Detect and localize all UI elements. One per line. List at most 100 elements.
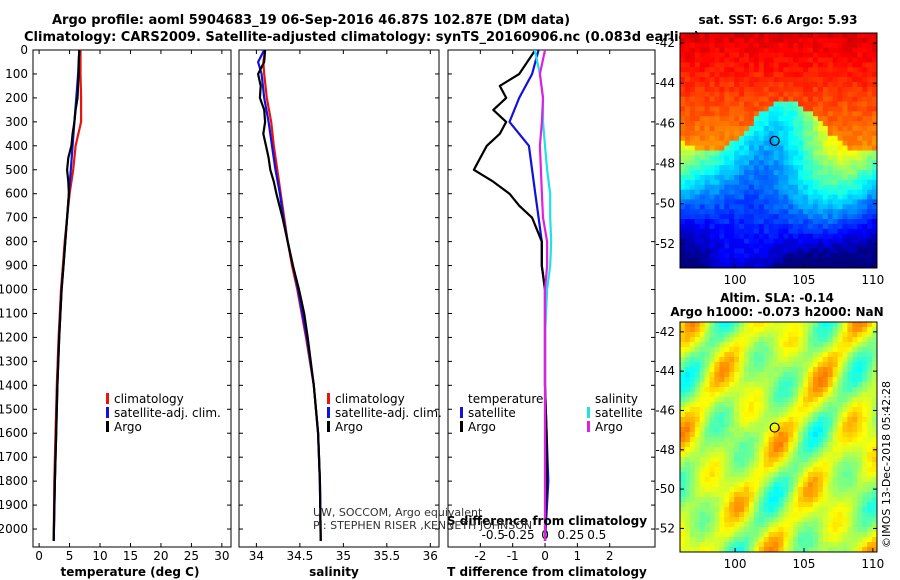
sla-pixel	[773, 377, 780, 383]
sst-pixel	[837, 106, 844, 112]
sst-pixel	[684, 248, 691, 254]
sla-pixel	[739, 337, 745, 343]
sla-pixel	[817, 492, 824, 498]
sla-pixel	[867, 517, 873, 523]
sst-pixel	[680, 258, 686, 264]
sla-pixel	[719, 482, 725, 488]
sst-pixel	[852, 111, 858, 117]
sst-pixel	[744, 86, 750, 93]
sla-pixel	[684, 547, 691, 552]
sst-pixel	[817, 91, 824, 98]
sst-pixel	[680, 238, 686, 245]
sla-pixel	[783, 457, 789, 463]
sst-pixel	[832, 52, 839, 59]
sla-pixel	[684, 362, 691, 368]
sst-pixel	[803, 81, 809, 88]
sst-pixel	[857, 150, 863, 156]
sst-pixel	[763, 33, 770, 39]
sst-pixel	[867, 140, 873, 147]
sst-pixel	[852, 67, 858, 73]
sst-pixel	[812, 150, 819, 156]
sla-pixel	[734, 327, 740, 333]
sst-pixel	[729, 184, 735, 191]
sla-pixel	[832, 547, 839, 552]
sst-pixel	[763, 184, 770, 191]
sst-pixel	[837, 258, 844, 264]
sst-pixel	[768, 263, 775, 268]
sst-pixel	[837, 67, 844, 73]
sla-pixel	[744, 432, 750, 438]
sla-pixel	[684, 327, 691, 333]
sla-pixel	[783, 477, 789, 483]
sla-pixel	[822, 522, 829, 528]
sla-pixel	[758, 387, 765, 393]
sla-pixel	[734, 392, 740, 398]
sst-pixel	[719, 223, 725, 230]
sla-pixel	[729, 472, 735, 478]
sst-pixel	[763, 86, 770, 93]
sla-pixel	[768, 482, 775, 488]
sst-pixel	[847, 37, 853, 44]
sst-pixel	[724, 33, 730, 39]
sla-pixel	[689, 362, 696, 368]
sla-pixel	[817, 447, 824, 453]
sla-pixel	[680, 382, 686, 388]
sla-pixel	[793, 412, 799, 418]
sla-pixel	[734, 497, 740, 503]
sla-pixel	[773, 472, 780, 478]
sst-pixel	[798, 253, 804, 259]
sla-pixel	[699, 412, 706, 418]
sst-pixel	[798, 121, 804, 127]
series-line-s-argo	[538, 50, 549, 541]
sst-pixel	[684, 243, 691, 250]
sst-pixel	[744, 214, 750, 220]
sst-pixel	[704, 37, 711, 44]
sla-pixel	[768, 472, 775, 478]
sst-pixel	[768, 57, 775, 63]
lat-tick-label: -42	[655, 36, 675, 50]
sst-pixel	[709, 150, 716, 156]
sla-pixel	[763, 337, 770, 343]
sla-pixel	[803, 532, 809, 538]
sla-pixel	[763, 537, 770, 543]
sla-pixel	[837, 442, 844, 448]
sst-pixel	[724, 62, 730, 68]
sla-pixel	[719, 457, 725, 463]
sla-pixel	[689, 372, 696, 378]
sst-pixel	[744, 219, 750, 225]
sst-pixel	[872, 111, 877, 117]
sla-pixel	[867, 477, 873, 483]
sst-pixel	[832, 179, 839, 186]
sst-pixel	[719, 57, 725, 63]
sst-pixel	[699, 86, 706, 93]
sst-pixel	[724, 174, 730, 181]
sst-pixel	[778, 96, 785, 103]
x-tick-label: 20	[153, 549, 168, 563]
sst-pixel	[857, 165, 863, 171]
sla-pixel	[857, 367, 863, 373]
sst-pixel	[783, 214, 789, 220]
sst-pixel	[847, 42, 853, 49]
sla-pixel	[852, 487, 858, 493]
sst-pixel	[680, 194, 686, 201]
sla-pixel	[714, 337, 720, 343]
sla-pixel	[684, 497, 691, 503]
sst-pixel	[704, 33, 711, 39]
sst-pixel	[812, 223, 819, 230]
sla-pixel	[739, 427, 745, 433]
sla-pixel	[748, 457, 755, 463]
sst-pixel	[808, 243, 814, 250]
sla-pixel	[758, 522, 765, 528]
sst-pixel	[773, 101, 780, 108]
sla-pixel	[763, 462, 770, 468]
sla-pixel	[817, 457, 824, 463]
sla-pixel	[699, 377, 706, 383]
sla-pixel	[788, 497, 794, 503]
sst-pixel	[832, 233, 839, 240]
sst-pixel	[768, 47, 775, 54]
sst-pixel	[783, 184, 789, 191]
sst-pixel	[773, 52, 780, 59]
sla-pixel	[852, 327, 858, 333]
sla-pixel	[857, 402, 863, 408]
sla-pixel	[857, 332, 863, 338]
